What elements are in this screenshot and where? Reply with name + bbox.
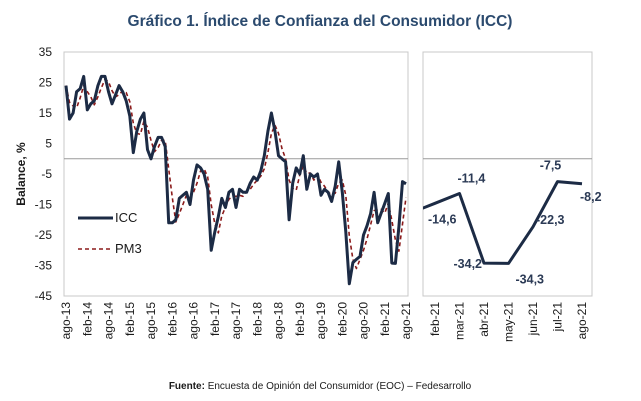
x-tick-label: jul-21: [551, 302, 565, 333]
y-tick-label: 5: [45, 137, 52, 151]
source-note: Fuente: Encuesta de Opinión del Consumid…: [169, 381, 472, 392]
x-tick-label: feb-20: [335, 302, 349, 336]
x-tick-label: feb-21: [428, 302, 442, 336]
x-tick-label: feb-19: [293, 302, 307, 336]
data-label: -22,3: [536, 213, 565, 227]
y-tick-label: 15: [39, 106, 53, 120]
x-tick-label: feb-16: [165, 302, 179, 336]
x-tick-label: ago-18: [272, 302, 286, 340]
x-tick-label: ago-14: [102, 302, 116, 340]
series-icc-line: [423, 180, 583, 265]
x-tick-label: mar-21: [453, 302, 467, 340]
x-tick-label: feb-18: [250, 302, 264, 336]
x-tick-label: jun-21: [526, 302, 540, 337]
x-tick-label: ago-21: [575, 302, 589, 340]
x-tick-label: may-21: [502, 302, 516, 342]
chart-title: Gráfico 1. Índice de Confianza del Consu…: [128, 13, 513, 30]
y-tick-label: 25: [39, 76, 53, 90]
x-tick-label: ago-20: [357, 302, 371, 340]
data-label: -7,5: [540, 159, 562, 173]
x-tick-label: ago-21: [399, 302, 413, 340]
x-tick-label: ago-15: [144, 302, 158, 340]
x-tick-label: feb-15: [123, 302, 137, 336]
y-tick-label: -5: [41, 167, 52, 181]
y-tick-label: -45: [35, 289, 53, 303]
legend-pm3-label: PM3: [115, 241, 142, 256]
x-tick-label: feb-17: [208, 302, 222, 336]
y-tick-label: 35: [39, 45, 53, 59]
data-label: -14,6: [428, 212, 457, 226]
source-text: Encuesta de Opinión del Consumidor (EOC)…: [205, 381, 472, 392]
x-tick-label: ago-19: [314, 302, 328, 340]
legend: ICC PM3: [78, 210, 142, 256]
data-label: -34,3: [516, 272, 545, 286]
x-tick-label: feb-14: [80, 302, 94, 336]
y-tick-label: -35: [35, 259, 53, 273]
x-tick-label: ago-17: [229, 302, 243, 340]
series-icc-line: [64, 74, 407, 286]
x-tick-label: abr-21: [477, 302, 491, 337]
x-tick-label: ago-13: [59, 302, 73, 340]
y-tick-label: -15: [35, 198, 53, 212]
left-plot-frame: [63, 51, 409, 297]
source-label: Fuente:: [169, 381, 205, 392]
left-panel-history: 35 25 15 5 -5 -15 -25 -35 -45 ago-13 feb-14 ago-14 f…: [35, 45, 413, 339]
y-axis-label: Balance, %: [14, 142, 28, 206]
y-tick-label: -25: [35, 228, 53, 242]
x-tick-label: feb-21: [378, 302, 392, 336]
data-label: -8,2: [580, 190, 602, 204]
data-label: -34,2: [454, 257, 483, 271]
x-tick-label: ago-16: [187, 302, 201, 340]
right-panel-2021: feb-21 mar-21 abr-21 may-21 jun-21 jul-21 ago-…: [422, 51, 602, 342]
legend-icc-label: ICC: [115, 210, 137, 225]
right-plot-frame: [422, 51, 593, 297]
data-label: -11,4: [458, 172, 486, 186]
